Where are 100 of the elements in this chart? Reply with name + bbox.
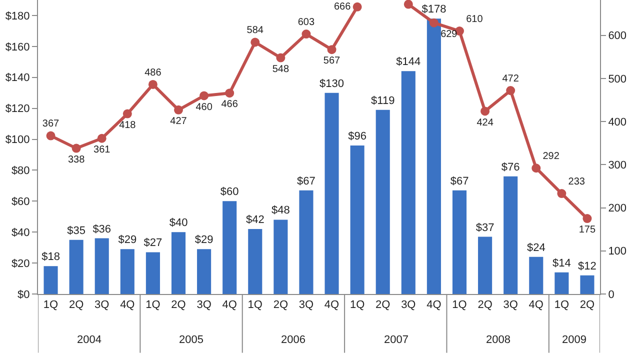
point (327, 45, 336, 54)
data-label: 472 (502, 73, 520, 84)
point (72, 144, 81, 153)
point (480, 106, 490, 116)
x-tick-label: 3Q (298, 299, 314, 312)
data-label: $29 (194, 234, 214, 246)
data-label: 424 (476, 117, 494, 128)
point (532, 164, 541, 173)
data-label: 548 (272, 64, 290, 75)
x-tick-label: 2Q (171, 299, 186, 312)
y2-tick-label: 100 (608, 246, 627, 258)
data-label: 567 (323, 56, 341, 67)
point (582, 214, 592, 224)
data-label: $67 (450, 175, 469, 188)
x-tick-label: 4Q (120, 299, 136, 312)
text: 2009 (562, 334, 586, 346)
bar (324, 92, 339, 294)
x-tick-label: 1Q (350, 299, 366, 312)
data-label: $48 (272, 204, 290, 217)
data-label: $67 (297, 175, 316, 188)
data-label: 292 (542, 150, 560, 162)
x-tick-label: 2Q (376, 299, 391, 312)
y2-tick-label: 0 (608, 288, 614, 301)
data-label: 361 (94, 144, 111, 156)
point (200, 91, 209, 100)
bar (222, 201, 237, 294)
point (174, 105, 183, 114)
data-label: $60 (220, 186, 239, 198)
y-tick-label: $100 (5, 134, 30, 146)
data-label: $12 (578, 260, 596, 272)
data-label: 466 (221, 99, 238, 110)
bar (274, 220, 288, 294)
point (250, 38, 260, 47)
data-label: 175 (578, 224, 596, 236)
bar (452, 190, 467, 294)
bar (376, 110, 390, 294)
data-label: $96 (348, 130, 366, 142)
point (225, 88, 234, 98)
data-label: 338 (68, 154, 86, 166)
bar (94, 238, 109, 294)
y-tick-label: $60 (11, 196, 30, 208)
y-tick-label: $120 (5, 103, 30, 116)
bar (426, 18, 441, 294)
x-tick-label: 2Q (68, 299, 84, 312)
point (429, 18, 438, 28)
x-tick-label: 4Q (528, 299, 544, 312)
y2-tick-label: 200 (608, 202, 627, 215)
point (404, 0, 413, 9)
x-tick-label: 4Q (324, 299, 340, 312)
bar (580, 275, 594, 294)
bar (69, 240, 84, 294)
x-tick-label: 1Q (146, 299, 161, 312)
data-label: $29 (118, 234, 137, 246)
point (302, 30, 311, 39)
data-label: 584 (246, 25, 264, 36)
point (557, 189, 566, 198)
x-tick-label: 2Q (273, 299, 288, 312)
y2-tick-label: 500 (608, 73, 627, 86)
bar (120, 249, 134, 294)
data-label: $42 (246, 214, 264, 226)
data-label: 610 (466, 14, 484, 25)
data-label: $14 (552, 257, 571, 270)
x-tick-label: 1Q (248, 299, 263, 312)
y-tick-label: $0 (18, 288, 30, 301)
data-label: 233 (568, 176, 586, 188)
data-label: 486 (144, 67, 162, 78)
y2-tick-label: 600 (608, 30, 627, 42)
bar (478, 236, 492, 294)
y2-tick-label: 300 (608, 160, 627, 172)
text: 2008 (486, 334, 510, 346)
data-label: $130 (320, 78, 344, 90)
data-label: $178 (422, 4, 446, 16)
data-label: $35 (67, 224, 86, 237)
text: 2005 (179, 334, 204, 346)
point (352, 2, 362, 12)
text: 2004 (77, 334, 102, 346)
bar (44, 266, 58, 294)
y-tick-label: $80 (11, 165, 30, 178)
x-tick-label: 2Q (478, 299, 493, 312)
data-label: 427 (170, 116, 188, 128)
point (122, 109, 132, 118)
data-label: $119 (371, 94, 395, 107)
data-label: $144 (396, 56, 421, 68)
x-tick-label: 2Q (580, 299, 596, 312)
x-tick-label: 4Q (426, 299, 442, 312)
point (97, 134, 106, 143)
data-label: $18 (42, 251, 60, 264)
data-label: $36 (92, 223, 112, 236)
bar (504, 176, 518, 294)
x-tick-label: 1Q (43, 299, 59, 312)
data-label: 460 (196, 102, 213, 113)
y-tick-label: $40 (11, 226, 30, 239)
bar (197, 249, 212, 294)
y2-tick-label: 400 (608, 116, 627, 128)
bar (554, 272, 569, 294)
y-tick-label: $140 (5, 72, 30, 84)
point (148, 80, 158, 89)
bar (248, 229, 262, 294)
y-tick-label: $160 (5, 41, 30, 54)
text: 2006 (281, 334, 306, 346)
